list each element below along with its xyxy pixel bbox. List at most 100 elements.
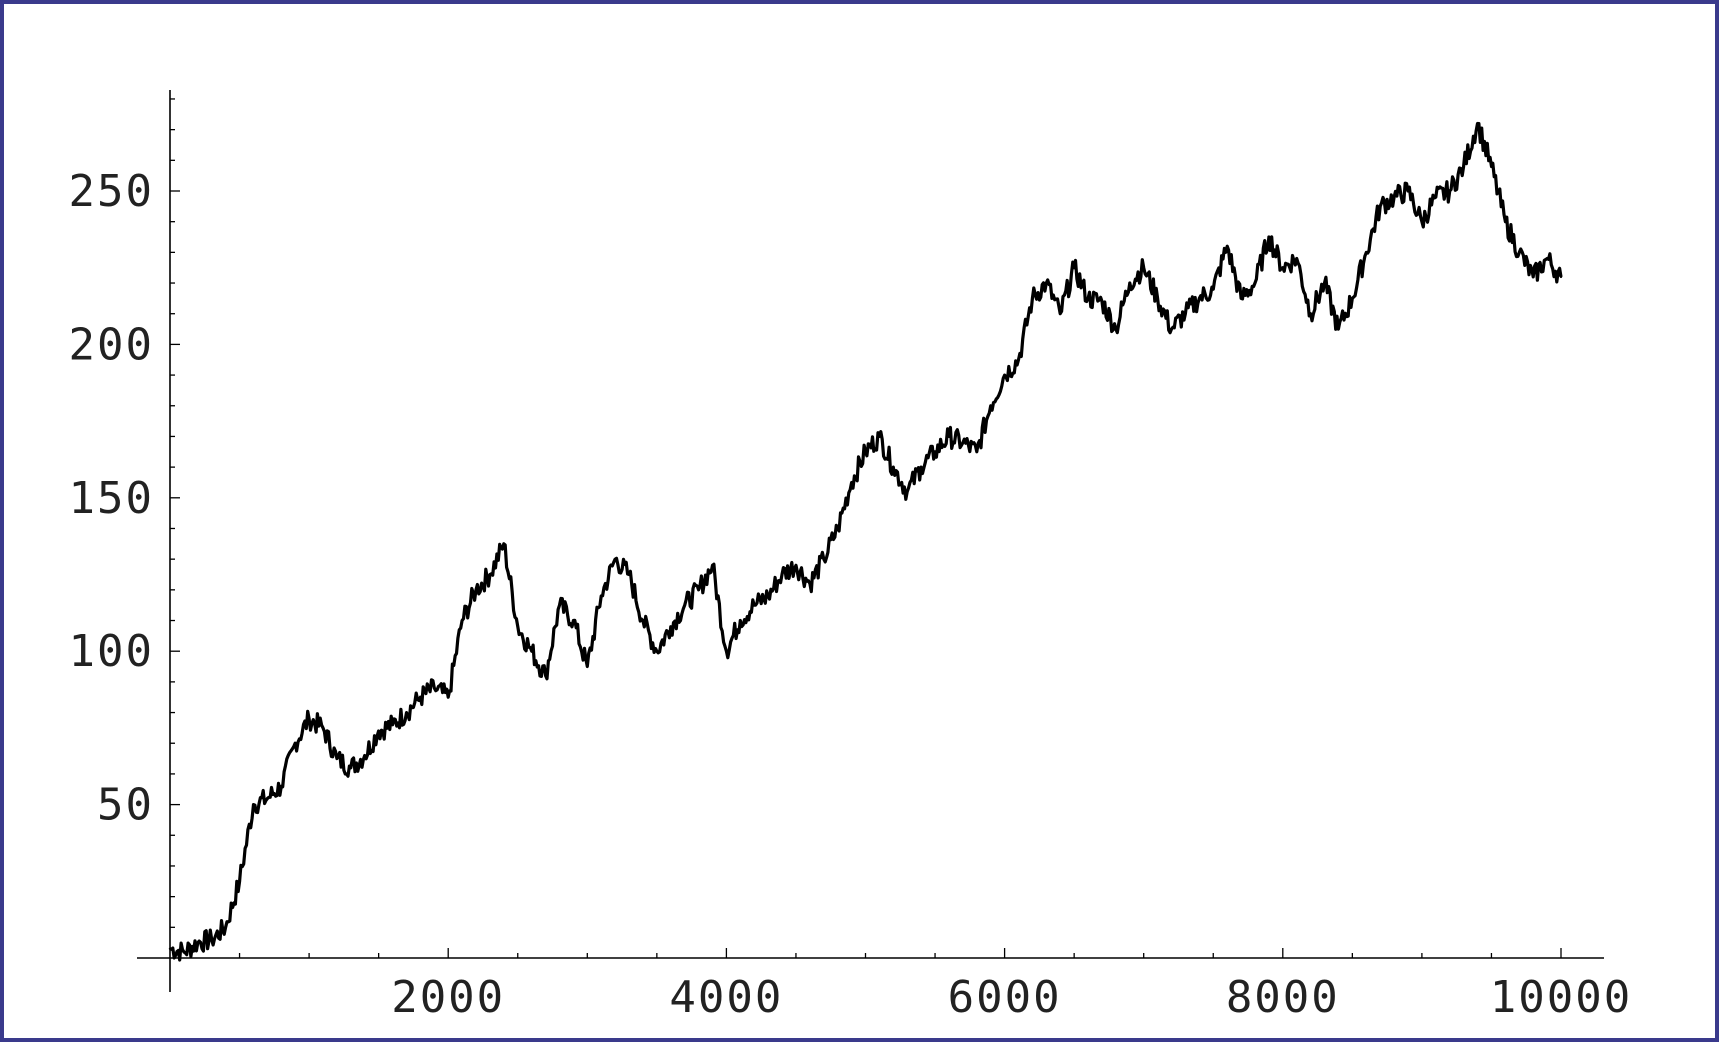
data-point bbox=[447, 696, 450, 699]
data-point bbox=[1128, 281, 1131, 285]
data-point bbox=[1392, 195, 1396, 199]
data-point bbox=[1309, 312, 1312, 315]
data-point bbox=[433, 686, 436, 690]
data-point bbox=[238, 880, 241, 883]
data-point bbox=[1184, 312, 1187, 315]
data-point bbox=[669, 625, 672, 628]
data-point bbox=[377, 729, 380, 733]
data-point bbox=[850, 481, 853, 484]
data-point bbox=[196, 941, 200, 944]
data-point bbox=[391, 723, 394, 727]
data-point bbox=[419, 696, 422, 699]
series-line bbox=[169, 121, 1563, 962]
x-tick-label: 8000 bbox=[1226, 972, 1340, 1023]
data-point bbox=[1003, 373, 1006, 377]
data-point bbox=[1295, 257, 1298, 260]
data-point bbox=[1365, 251, 1368, 254]
data-point bbox=[1156, 297, 1159, 300]
x-axis: 2000 4000 6000 8000 10000 bbox=[137, 948, 1632, 1023]
data-point bbox=[572, 619, 575, 622]
data-point bbox=[1267, 235, 1271, 239]
data-point bbox=[697, 588, 700, 592]
data-point bbox=[753, 603, 756, 607]
data-point bbox=[1253, 281, 1257, 285]
data-point bbox=[488, 573, 492, 576]
data-point bbox=[474, 588, 478, 592]
data-point bbox=[1531, 275, 1535, 279]
data-point bbox=[600, 594, 603, 598]
data-point bbox=[405, 711, 408, 714]
data-point bbox=[1351, 297, 1354, 300]
data-point bbox=[530, 650, 533, 653]
data-point bbox=[293, 742, 297, 745]
data-point bbox=[739, 619, 742, 622]
data-point bbox=[1518, 251, 1521, 254]
data-point bbox=[1490, 165, 1493, 168]
data-point bbox=[335, 757, 339, 760]
data-point bbox=[766, 594, 770, 598]
data-point bbox=[252, 803, 255, 806]
data-point bbox=[1170, 327, 1173, 331]
y-tick-label: 200 bbox=[69, 319, 154, 370]
data-point bbox=[586, 665, 589, 668]
data-point bbox=[1031, 297, 1034, 300]
y-tick-label: 150 bbox=[69, 473, 154, 524]
data-point bbox=[1406, 189, 1410, 193]
data-point bbox=[1337, 327, 1340, 331]
data-point bbox=[349, 766, 353, 769]
data-point bbox=[1476, 122, 1479, 125]
data-point bbox=[808, 582, 812, 585]
data-point bbox=[307, 717, 311, 720]
data-point bbox=[1559, 275, 1563, 279]
data-point bbox=[683, 603, 686, 607]
data-point bbox=[1378, 205, 1382, 208]
data-point bbox=[1142, 266, 1145, 269]
data-point bbox=[1059, 312, 1062, 315]
data-point bbox=[544, 674, 547, 677]
data-point bbox=[933, 450, 937, 453]
y-tick-label: 250 bbox=[69, 166, 154, 217]
data-point bbox=[1281, 266, 1285, 269]
data-point bbox=[947, 435, 951, 438]
y-tick-label: 100 bbox=[69, 626, 154, 677]
data-point bbox=[1072, 266, 1076, 269]
data-point bbox=[655, 650, 659, 653]
x-tick-label: 10000 bbox=[1490, 972, 1632, 1023]
data-point bbox=[1545, 257, 1549, 260]
data-point bbox=[989, 404, 992, 407]
data-point bbox=[1114, 327, 1118, 331]
data-point bbox=[919, 465, 923, 469]
data-point bbox=[1462, 165, 1465, 168]
data-point bbox=[502, 542, 506, 546]
data-point bbox=[1212, 287, 1215, 291]
data-point bbox=[836, 527, 839, 530]
y-axis: 50 100 150 200 250 bbox=[69, 90, 180, 992]
data-point bbox=[321, 726, 325, 730]
data-point bbox=[1239, 297, 1243, 300]
data-point bbox=[822, 557, 825, 561]
x-tick-label: 4000 bbox=[669, 972, 783, 1023]
data-point bbox=[975, 450, 978, 453]
data-point bbox=[725, 650, 728, 653]
data-point bbox=[906, 490, 909, 493]
line-chart: 50 100 150 200 250 2000 4000 6000 8000 10000 bbox=[69, 90, 1632, 1023]
y-tick-label: 50 bbox=[97, 780, 154, 831]
data-point bbox=[1225, 245, 1229, 248]
data-point bbox=[182, 950, 186, 954]
data-point bbox=[224, 926, 227, 929]
data-point bbox=[961, 441, 965, 444]
data-point bbox=[363, 754, 366, 757]
data-point bbox=[460, 619, 464, 622]
data-point bbox=[711, 564, 714, 567]
data-point bbox=[780, 573, 784, 576]
data-point bbox=[627, 573, 631, 576]
data-point bbox=[1017, 358, 1020, 361]
data-point bbox=[1086, 297, 1090, 300]
data-point bbox=[892, 465, 895, 469]
x-tick-label: 2000 bbox=[391, 972, 505, 1023]
data-point bbox=[1100, 300, 1104, 303]
data-point bbox=[1045, 281, 1048, 285]
data-point bbox=[516, 625, 519, 628]
data-point bbox=[558, 603, 561, 607]
